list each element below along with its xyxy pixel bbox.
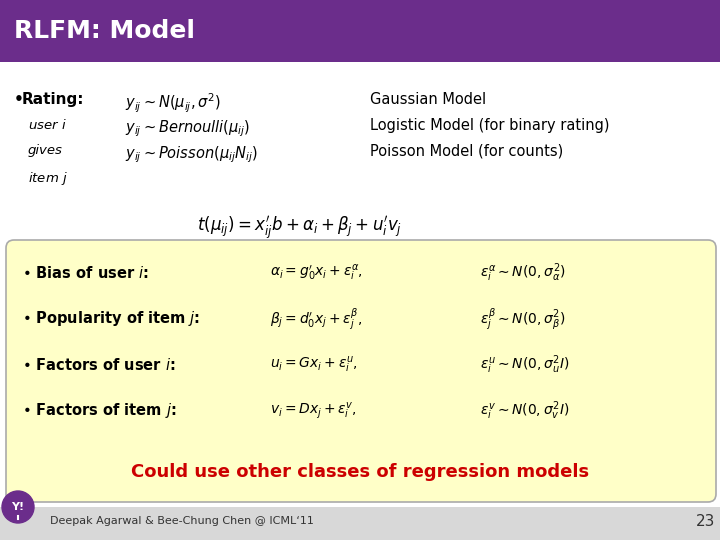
Bar — [0, 507, 720, 540]
Text: $\alpha_i = g_0^{\prime}x_i + \varepsilon_i^{\alpha},$: $\alpha_i = g_0^{\prime}x_i + \varepsilo… — [270, 263, 363, 283]
Text: $y_{ij} \sim Bernoulli(\mu_{ij})$: $y_{ij} \sim Bernoulli(\mu_{ij})$ — [125, 118, 251, 139]
Text: Gaussian Model: Gaussian Model — [370, 92, 486, 107]
Text: Logistic Model (for binary rating): Logistic Model (for binary rating) — [370, 118, 610, 133]
Text: $\varepsilon_i^{v} \sim N(0, \sigma_v^2 I)$: $\varepsilon_i^{v} \sim N(0, \sigma_v^2 … — [480, 400, 570, 422]
Text: $t(\mu_{ij}) = x_{ij}^{\prime}b + \alpha_i + \beta_j+u_i^{\prime}v_j$: $t(\mu_{ij}) = x_{ij}^{\prime}b + \alpha… — [197, 214, 402, 241]
Text: $\varepsilon_i^{u} \sim N(0, \sigma_u^2 I)$: $\varepsilon_i^{u} \sim N(0, \sigma_u^2 … — [480, 354, 570, 376]
Text: $\beta_j = d_0^{\prime}x_j + \varepsilon_j^{\beta},$: $\beta_j = d_0^{\prime}x_j + \varepsilon… — [270, 306, 362, 332]
Text: $y_{ij} \sim Poisson(\mu_{ij}N_{ij})$: $y_{ij} \sim Poisson(\mu_{ij}N_{ij})$ — [125, 144, 258, 165]
Text: $\varepsilon_i^{\alpha} \sim N(0, \sigma_{\alpha}^2)$: $\varepsilon_i^{\alpha} \sim N(0, \sigma… — [480, 262, 566, 284]
Text: gives: gives — [28, 144, 63, 157]
Text: Rating:: Rating: — [22, 92, 84, 107]
Text: $y_{ij} \sim N(\mu_{ij},\sigma^2)$: $y_{ij} \sim N(\mu_{ij},\sigma^2)$ — [125, 92, 221, 116]
Text: • Bias of user $\mathit{i}$:: • Bias of user $\mathit{i}$: — [22, 265, 149, 281]
Bar — [0, 62, 720, 507]
FancyBboxPatch shape — [6, 240, 716, 502]
Text: $u_i = Gx_i + \varepsilon_i^{u},$: $u_i = Gx_i + \varepsilon_i^{u},$ — [270, 355, 358, 375]
Text: Could use other classes of regression models: Could use other classes of regression mo… — [131, 463, 589, 481]
Text: $v_i = Dx_j + \varepsilon_i^{v},$: $v_i = Dx_j + \varepsilon_i^{v},$ — [270, 401, 356, 421]
Text: user $i$: user $i$ — [28, 118, 67, 132]
Text: $\varepsilon_j^{\beta} \sim N(0, \sigma_{\beta}^2)$: $\varepsilon_j^{\beta} \sim N(0, \sigma_… — [480, 306, 566, 332]
Text: • Factors of item $\mathit{j}$:: • Factors of item $\mathit{j}$: — [22, 402, 176, 421]
Text: Poisson Model (for counts): Poisson Model (for counts) — [370, 144, 563, 159]
Text: Deepak Agarwal & Bee-Chung Chen @ ICML‘11: Deepak Agarwal & Bee-Chung Chen @ ICML‘1… — [50, 516, 314, 526]
Text: • Factors of user $\mathit{i}$:: • Factors of user $\mathit{i}$: — [22, 357, 176, 373]
Text: •: • — [14, 92, 29, 107]
Circle shape — [2, 491, 34, 523]
Text: RLFM: Model: RLFM: Model — [14, 19, 195, 43]
Text: Y!: Y! — [12, 502, 24, 512]
Text: 23: 23 — [696, 514, 716, 529]
Bar — [0, 0, 720, 62]
Text: • Popularity of item $\mathit{j}$:: • Popularity of item $\mathit{j}$: — [22, 309, 200, 328]
Text: item $j$: item $j$ — [28, 170, 68, 187]
